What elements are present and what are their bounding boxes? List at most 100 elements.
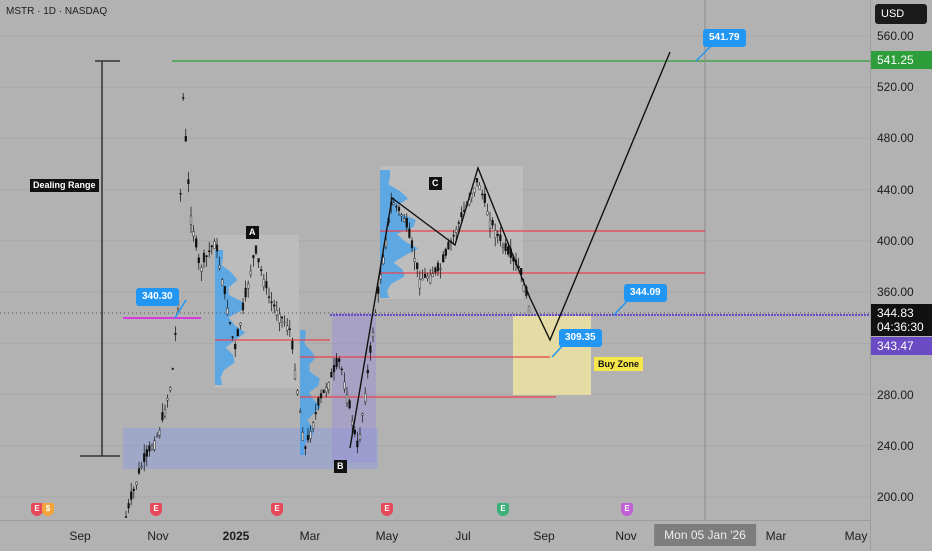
candle-body (291, 340, 294, 350)
candle-body (371, 332, 375, 338)
candle-body (410, 240, 414, 249)
price-tick: 480.00 (877, 131, 914, 145)
earnings-event-icon[interactable]: E (271, 503, 283, 516)
time-tick: Nov (615, 529, 637, 543)
candle-body (187, 179, 190, 184)
callout-309[interactable]: 309.35 (559, 329, 602, 347)
candle-body (234, 343, 237, 350)
candle-body (442, 254, 445, 263)
candle-body (317, 397, 320, 406)
earnings-future-icon[interactable]: E (621, 503, 633, 516)
time-tick: Nov (147, 529, 169, 543)
candle-body (436, 262, 440, 272)
candle-body (161, 412, 164, 421)
candle-body (135, 481, 138, 486)
candle-body (488, 219, 492, 229)
candle-body (223, 286, 226, 295)
earnings-upcoming-icon[interactable]: E (497, 503, 509, 516)
dividend-event-icon[interactable]: $ (42, 503, 54, 516)
candle-body (228, 322, 232, 324)
price-tick: 280.00 (877, 388, 914, 402)
candle-body (270, 301, 273, 303)
candle-body (527, 305, 531, 316)
callout-541[interactable]: 541.79 (703, 29, 746, 47)
purple-level-label: 343.47 (871, 337, 932, 355)
earnings-event-icon[interactable]: E (381, 503, 393, 516)
candle-body (431, 273, 434, 278)
price-chart-svg[interactable] (0, 0, 870, 520)
candle-body (195, 238, 198, 248)
buy-zone-box (513, 316, 591, 395)
candle-body (408, 228, 411, 238)
candle-body (377, 286, 380, 294)
callout-344[interactable]: 344.09 (624, 284, 667, 302)
candle-body (444, 248, 447, 256)
candle-body (325, 387, 328, 393)
candle-body (348, 400, 351, 409)
candle-body (366, 369, 369, 374)
candle-body (299, 411, 302, 413)
price-tick: 400.00 (877, 234, 914, 248)
candle-body (361, 413, 364, 416)
earnings-event-icon[interactable]: E (31, 503, 43, 516)
candle-body (127, 503, 130, 509)
candle-body (447, 241, 450, 250)
candle-body (273, 304, 276, 307)
candle-body (200, 267, 203, 272)
candle-body (239, 322, 242, 326)
candle-body (208, 250, 211, 253)
price-tick: 240.00 (877, 439, 914, 453)
candle-body (143, 453, 146, 462)
candle-body (309, 431, 312, 439)
volume-profile-b (300, 330, 321, 455)
candle-body (403, 218, 406, 222)
candle-body (174, 332, 177, 335)
candle-body (327, 382, 330, 390)
candle-body (192, 231, 195, 237)
candle-body (130, 491, 133, 500)
candle-body (353, 429, 356, 435)
candle-body (153, 440, 156, 450)
point-c-label: C (429, 177, 442, 190)
candle-body (306, 434, 310, 441)
candle-body (163, 408, 167, 417)
price-tick: 520.00 (877, 80, 914, 94)
candle-body (478, 185, 481, 190)
candle-body (262, 279, 265, 287)
candle-body (369, 345, 372, 353)
time-axis[interactable]: Sep Nov 2025 Mar May Jul Sep Nov Mar May… (0, 520, 870, 551)
candle-body (423, 273, 427, 278)
candle-body (275, 310, 278, 316)
earnings-event-icon[interactable]: E (150, 503, 162, 516)
candle-body (150, 445, 154, 450)
callout-340[interactable]: 340.30 (136, 288, 179, 306)
candle-body (486, 211, 489, 216)
candle-body (267, 296, 271, 298)
chart-plot-area[interactable]: MSTR · 1D · NASDAQ Dealing Range A B C B… (0, 0, 870, 520)
candle-body (296, 390, 299, 395)
candle-body (215, 244, 219, 252)
candle-body (244, 287, 247, 298)
candle-body (171, 368, 174, 370)
candle-body (413, 258, 416, 262)
candle-body (475, 178, 479, 183)
currency-button[interactable]: USD (875, 4, 927, 24)
candle-body (405, 218, 408, 228)
candle-body (332, 365, 336, 373)
candle-body (507, 246, 510, 255)
candle-body (231, 336, 234, 338)
candle-body (426, 276, 429, 279)
candle-body (392, 202, 395, 206)
point-b-label: B (334, 460, 347, 473)
candle-body (356, 440, 359, 448)
crosshair-date-label: Mon 05 Jan '26 (654, 524, 756, 546)
bar-countdown-label: 04:36:30 (871, 318, 932, 336)
candle-body (137, 468, 141, 474)
candle-body (335, 358, 338, 368)
buy-zone-label: Buy Zone (594, 357, 644, 371)
candle-body (124, 516, 128, 518)
last-price-label: 344.83 (871, 304, 932, 322)
price-axis[interactable]: USD 560.00 520.00 480.00 440.00 400.00 3… (870, 0, 932, 550)
candle-body (293, 369, 297, 380)
candle-body (278, 313, 281, 324)
